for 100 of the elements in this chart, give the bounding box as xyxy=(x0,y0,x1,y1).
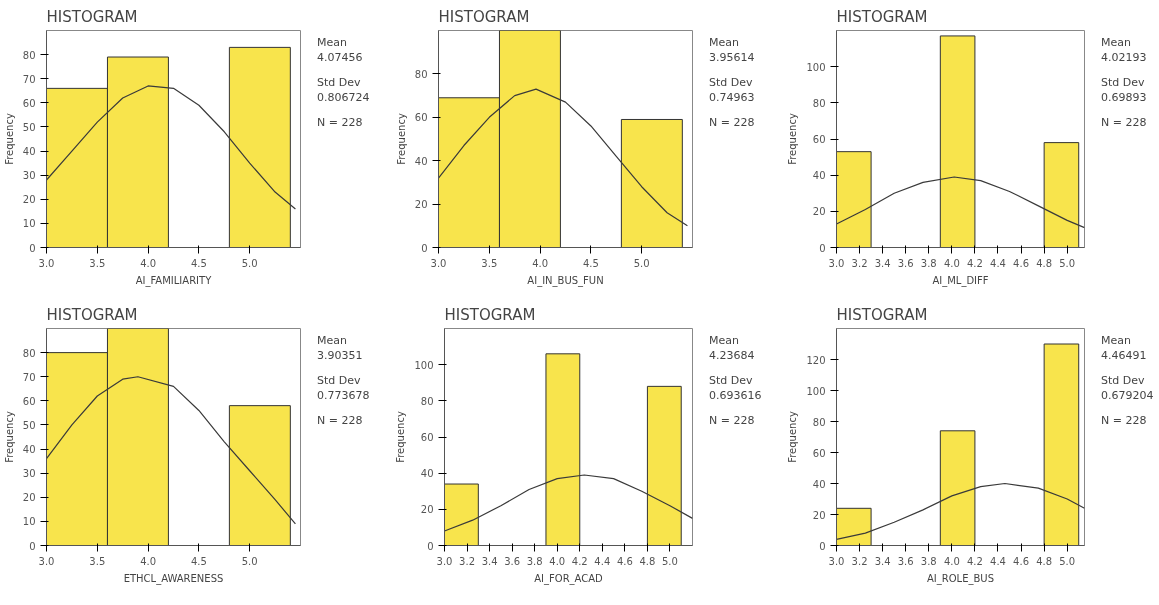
y-axis-title: Frequency xyxy=(787,113,799,165)
text: Mean xyxy=(317,333,348,348)
x-tick-label: 4.8 xyxy=(1036,555,1053,567)
text: 3.95614 xyxy=(709,50,755,65)
text: N = 228 xyxy=(709,115,755,130)
text: Mean xyxy=(709,35,740,50)
y-tick-label: 40 xyxy=(22,146,36,158)
y-tick-label: 70 xyxy=(22,371,36,383)
y-tick-label: 50 xyxy=(22,121,36,133)
chart-title: HISTOGRAM xyxy=(438,7,530,26)
chart-title: HISTOGRAM xyxy=(46,7,138,26)
text: 4.07456 xyxy=(317,50,364,65)
x-tick-label: 4.2 xyxy=(571,555,588,567)
x-tick-label: 4.4 xyxy=(594,555,611,567)
text: 0.69893 xyxy=(1101,90,1147,105)
x-tick-label: 4.5 xyxy=(190,555,207,567)
chart-title: HISTOGRAM xyxy=(444,305,536,324)
x-tick-label: 3.4 xyxy=(874,555,891,567)
x-tick-label: 4.4 xyxy=(990,257,1006,269)
x-axis-title: ETHCL_AWARENESS xyxy=(123,572,224,585)
y-tick-label: 40 xyxy=(22,444,36,456)
x-tick-label: 4.0 xyxy=(140,257,157,269)
y-tick-label: 100 xyxy=(806,61,826,73)
x-tick-label: 3.4 xyxy=(874,257,891,269)
x-tick-label: 4.5 xyxy=(582,257,599,269)
y-tick-label: 0 xyxy=(427,540,434,552)
y-tick-label: 80 xyxy=(420,395,434,407)
x-tick-label: 3.0 xyxy=(38,257,55,269)
x-tick-label: 5.0 xyxy=(241,555,258,567)
y-tick-label: 10 xyxy=(22,218,36,230)
text: N = 228 xyxy=(317,115,364,130)
y-tick-label: 20 xyxy=(812,206,826,218)
x-tick-label: 4.6 xyxy=(616,555,633,567)
x-tick-label: 4.0 xyxy=(943,555,960,567)
y-tick-label: 20 xyxy=(812,509,826,521)
text: Mean xyxy=(1101,35,1132,50)
x-tick-label: 3.0 xyxy=(828,555,845,567)
y-tick-label: 0 xyxy=(421,242,428,254)
y-tick-label: 60 xyxy=(420,432,434,443)
x-tick-label: 3.0 xyxy=(38,555,55,567)
y-tick-label: 0 xyxy=(819,242,826,254)
x-tick-label: 3.0 xyxy=(828,257,845,269)
y-tick-label: 60 xyxy=(22,97,36,109)
x-tick-label: 3.0 xyxy=(436,555,453,567)
x-tick-label: 4.6 xyxy=(1013,257,1030,269)
text: Std Dev xyxy=(317,373,362,388)
x-tick-label: 3.5 xyxy=(481,257,498,269)
y-tick-label: 60 xyxy=(812,134,826,145)
text: 3.90351 xyxy=(317,348,364,363)
x-tick-label: 3.5 xyxy=(89,555,106,567)
x-tick-label: 3.6 xyxy=(897,257,914,269)
y-axis-title: Frequency xyxy=(395,411,407,463)
x-axis-title: AI_ML_DIFF xyxy=(932,274,989,287)
x-tick-label: 3.6 xyxy=(504,555,521,567)
y-tick-label: 40 xyxy=(420,468,434,480)
y-tick-label: 0 xyxy=(29,540,36,552)
x-tick-label: 3.2 xyxy=(459,555,475,567)
text: 0.806724 xyxy=(317,90,370,105)
text: Std Dev xyxy=(1101,75,1146,90)
y-tick-label: 30 xyxy=(22,170,36,182)
chart-title: HISTOGRAM xyxy=(46,305,138,324)
y-axis-title: Frequency xyxy=(3,113,15,165)
x-tick-label: 4.4 xyxy=(990,555,1006,567)
x-tick-label: 4.6 xyxy=(1013,555,1030,567)
x-tick-label: 4.5 xyxy=(190,257,207,269)
x-tick-label: 4.0 xyxy=(532,257,549,269)
y-tick-label: 80 xyxy=(812,97,826,109)
y-tick-label: 80 xyxy=(22,49,36,61)
text: N = 228 xyxy=(709,413,756,428)
y-axis-title: Frequency xyxy=(395,113,407,165)
x-axis-title: AI_ROLE_BUS xyxy=(926,572,995,585)
y-tick-label: 100 xyxy=(414,359,434,371)
x-tick-label: 4.8 xyxy=(1036,257,1053,269)
chart-title: HISTOGRAM xyxy=(836,7,928,26)
y-tick-label: 20 xyxy=(420,504,434,516)
y-tick-label: 20 xyxy=(22,194,36,206)
text: 0.773678 xyxy=(317,388,370,403)
text: 0.74963 xyxy=(709,90,755,105)
x-tick-label: 4.8 xyxy=(639,555,656,567)
x-tick-label: 4.2 xyxy=(966,257,983,269)
x-tick-label: 3.2 xyxy=(851,555,868,567)
x-tick-label: 5.0 xyxy=(1059,257,1076,269)
x-axis-title: AI_FOR_ACAD xyxy=(534,572,604,585)
y-tick-label: 60 xyxy=(812,447,826,459)
y-tick-label: 0 xyxy=(819,540,826,552)
y-tick-label: 80 xyxy=(22,347,36,359)
y-tick-label: 40 xyxy=(414,155,428,167)
x-tick-label: 3.8 xyxy=(920,555,937,567)
x-tick-label: 3.6 xyxy=(897,555,914,567)
x-tick-label: 3.8 xyxy=(920,257,937,269)
chart-title: HISTOGRAM xyxy=(836,305,928,324)
x-tick-label: 5.0 xyxy=(662,555,678,567)
y-axis-title: Frequency xyxy=(3,411,15,463)
text: 4.46491 xyxy=(1101,348,1148,363)
y-tick-label: 50 xyxy=(22,419,36,431)
y-tick-label: 40 xyxy=(812,170,826,182)
text: N = 228 xyxy=(1101,413,1148,428)
y-tick-label: 20 xyxy=(414,199,428,211)
x-tick-label: 3.2 xyxy=(851,257,868,269)
text: 4.23684 xyxy=(709,348,756,363)
